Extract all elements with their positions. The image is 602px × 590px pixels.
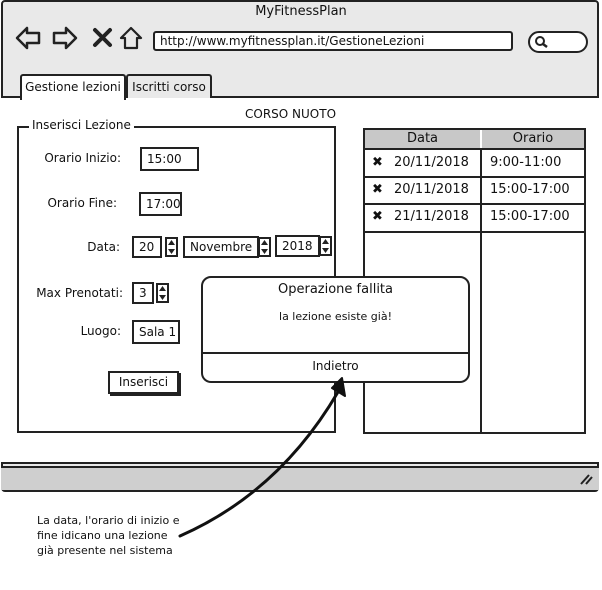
row-divider bbox=[365, 203, 584, 205]
dialog-message: la lezione esiste già! bbox=[279, 310, 392, 323]
annotation-line: fine idicano una lezione bbox=[37, 529, 168, 542]
table-row-date: 21/11/2018 bbox=[394, 209, 469, 224]
up-down-arrows-icon bbox=[261, 240, 268, 254]
annotation-arrow bbox=[178, 377, 346, 538]
search-box[interactable] bbox=[528, 31, 588, 53]
table-row-time: 15:00-17:00 bbox=[490, 182, 570, 197]
place-label: Luogo: bbox=[80, 324, 121, 338]
annotation-line: già presente nel sistema bbox=[37, 544, 173, 557]
delete-icon[interactable]: ✖ bbox=[372, 182, 383, 197]
up-down-arrows-icon bbox=[168, 240, 175, 254]
annotation-line: La data, l'orario di inizio e bbox=[37, 514, 180, 527]
max-bookings-stepper[interactable] bbox=[156, 283, 169, 303]
tab-iscritti-corso[interactable]: Iscritti corso bbox=[126, 74, 212, 98]
window-title: MyFitnessPlan bbox=[255, 4, 347, 19]
place-input[interactable]: Sala 1 bbox=[132, 320, 180, 344]
start-time-input[interactable]: 15:00 bbox=[140, 147, 199, 171]
year-stepper[interactable] bbox=[319, 236, 332, 256]
table-header-date: Data bbox=[365, 130, 480, 148]
max-bookings-select[interactable]: 3 bbox=[132, 282, 154, 304]
close-icon[interactable] bbox=[90, 25, 116, 51]
tab-gestione-lezioni[interactable]: Gestione lezioni bbox=[20, 74, 126, 100]
forward-arrow-icon[interactable] bbox=[52, 25, 78, 51]
table-row-time: 15:00-17:00 bbox=[490, 209, 570, 224]
resize-grip-icon[interactable] bbox=[579, 473, 593, 485]
end-time-input[interactable]: 17:00 bbox=[139, 192, 182, 216]
date-year-select[interactable]: 2018 bbox=[275, 235, 320, 257]
home-icon[interactable] bbox=[118, 25, 144, 51]
table-column-divider bbox=[480, 148, 482, 432]
date-label: Data: bbox=[87, 240, 120, 254]
back-button[interactable]: Indietro bbox=[312, 359, 359, 373]
back-arrow-icon[interactable] bbox=[15, 25, 41, 51]
course-title: CORSO NUOTO bbox=[245, 107, 337, 121]
up-down-arrows-icon bbox=[159, 286, 166, 300]
date-day-select[interactable]: 20 bbox=[132, 236, 162, 258]
table-header-time: Orario bbox=[482, 130, 584, 148]
status-bar bbox=[1, 466, 599, 490]
table-row-time: 9:00-11:00 bbox=[490, 155, 562, 170]
max-bookings-label: Max Prenotati: bbox=[36, 286, 123, 300]
insert-button[interactable]: Inserisci bbox=[108, 371, 179, 394]
table-header-divider bbox=[365, 148, 584, 150]
fieldset-legend: Inserisci Lezione bbox=[29, 118, 134, 132]
delete-icon[interactable]: ✖ bbox=[372, 155, 383, 170]
start-time-label: Orario Inizio: bbox=[44, 151, 121, 165]
row-divider bbox=[365, 176, 584, 178]
date-month-select[interactable]: Novembre bbox=[183, 236, 259, 258]
delete-icon[interactable]: ✖ bbox=[372, 209, 383, 224]
end-time-label: Orario Fine: bbox=[47, 196, 117, 210]
annotation-note: La data, l'orario di inizio e fine idica… bbox=[37, 513, 179, 558]
error-dialog: Operazione fallita la lezione esiste già… bbox=[201, 276, 470, 383]
up-down-arrows-icon bbox=[322, 239, 329, 253]
dialog-divider bbox=[203, 352, 468, 354]
table-row-date: 20/11/2018 bbox=[394, 155, 469, 170]
day-stepper[interactable] bbox=[165, 237, 178, 257]
table-row-date: 20/11/2018 bbox=[394, 182, 469, 197]
month-stepper[interactable] bbox=[258, 237, 271, 257]
address-bar[interactable]: http://www.myfitnessplan.it/GestioneLezi… bbox=[153, 31, 513, 51]
row-divider bbox=[365, 231, 584, 233]
dialog-title: Operazione fallita bbox=[278, 282, 393, 297]
search-icon bbox=[535, 36, 548, 48]
